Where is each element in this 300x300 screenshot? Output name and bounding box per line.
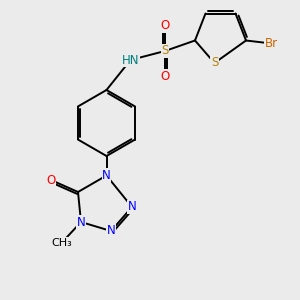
Text: O: O bbox=[160, 19, 169, 32]
Text: O: O bbox=[160, 70, 169, 83]
Text: N: N bbox=[102, 169, 111, 182]
Text: N: N bbox=[106, 224, 116, 238]
Text: CH₃: CH₃ bbox=[51, 238, 72, 248]
Text: Br: Br bbox=[265, 37, 278, 50]
Text: HN: HN bbox=[122, 53, 139, 67]
Text: N: N bbox=[128, 200, 136, 214]
Text: S: S bbox=[161, 44, 169, 58]
Text: S: S bbox=[211, 56, 218, 70]
Text: O: O bbox=[46, 173, 56, 187]
Text: N: N bbox=[76, 215, 85, 229]
